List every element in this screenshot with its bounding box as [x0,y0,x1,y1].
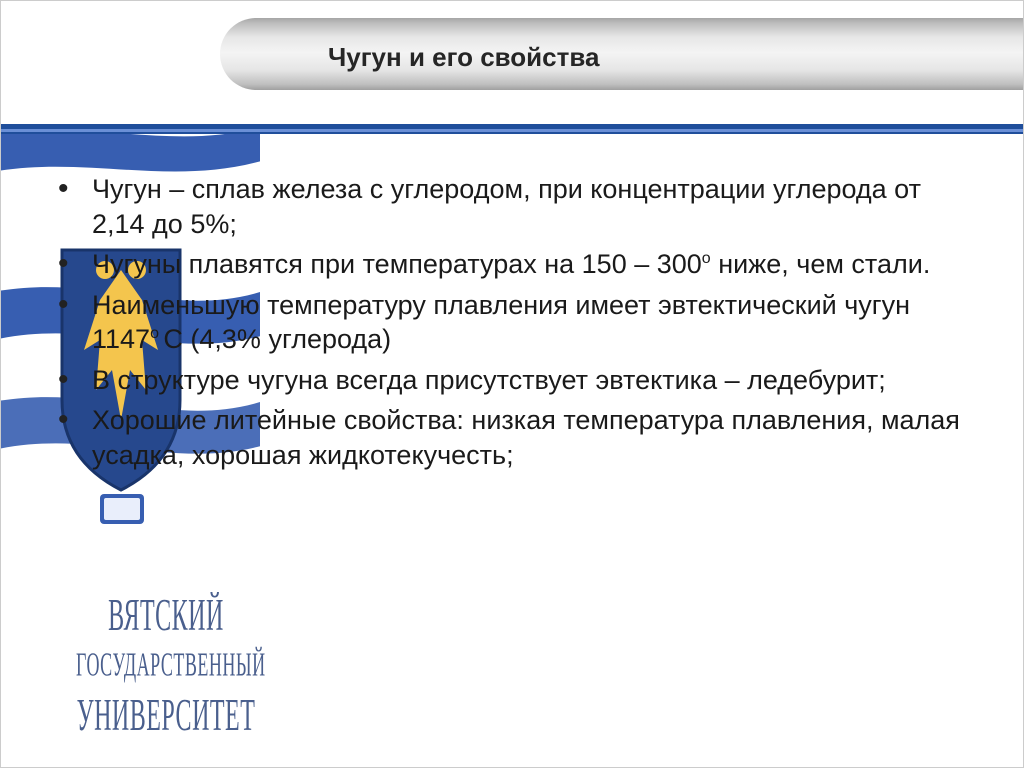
slide-header: Чугун и его свойства [220,18,1024,90]
bullet-item: Чугуны плавятся при температурах на 150 … [58,247,978,282]
university-name: ВЯТСКИЙ ГОСУДАРСТВЕННЫЙ УНИВЕРСИТЕТ [76,592,256,745]
divider [0,124,1024,134]
slide-title: Чугун и его свойства [328,42,599,73]
bullet-item: Чугун – сплав железа с углеродом, при ко… [58,172,978,241]
bullet-item: Хорошие литейные свойства: низкая темпер… [58,403,978,472]
bullet-item: В структуре чугуна всегда присутствует э… [58,363,978,398]
university-line2: ГОСУДАРСТВЕННЫЙ [76,645,256,685]
university-line3: УНИВЕРСИТЕТ [76,692,256,743]
university-line1: ВЯТСКИЙ [76,592,256,643]
bullet-item: Наименьшую температуру плавления имеет э… [58,288,978,357]
bullet-content: Чугун – сплав железа с углеродом, при ко… [58,172,978,478]
